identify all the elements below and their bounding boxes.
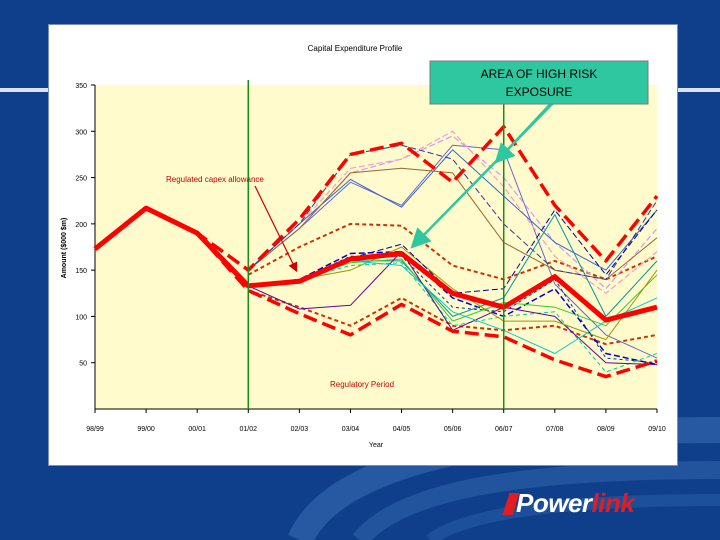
brand-part2: link [591, 488, 635, 518]
x-axis-label: Year [369, 442, 384, 449]
x-tick-label: 02/03 [291, 426, 309, 433]
y-tick-label: 250 [75, 176, 87, 183]
risk-arrow-2 [494, 97, 557, 164]
series-line-4 [247, 289, 658, 346]
regulated-arrow [254, 185, 298, 273]
regulated-capex-label: Regulated capex allowance [166, 175, 264, 184]
high-risk-label-line2: EXPOSURE [506, 85, 573, 99]
x-tick-label: 09/10 [648, 426, 666, 433]
x-tick-label: 99/00 [137, 426, 155, 433]
x-tick-label: 07/08 [546, 426, 564, 433]
y-tick-label: 350 [75, 83, 87, 90]
series-line-7 [247, 130, 658, 294]
x-tick-label: 03/04 [342, 426, 360, 433]
y-tick-label: 200 [75, 222, 87, 229]
series-line-5 [247, 144, 658, 359]
y-tick-label: 300 [75, 129, 87, 136]
y-tick-label: 100 [75, 314, 87, 321]
series-line-15 [248, 262, 658, 373]
x-tick-label: 05/06 [444, 426, 462, 433]
x-tick-label: 04/05 [393, 426, 411, 433]
x-tick-label: 00/01 [188, 426, 206, 433]
x-tick-label: 06/07 [495, 426, 513, 433]
regulatory-period-label: Regulatory Period [330, 380, 394, 389]
series-line-12 [248, 255, 658, 364]
powerlink-logo: Powerlink [516, 488, 635, 519]
high-risk-label-line1: AREA OF HIGH RISK [481, 67, 598, 81]
y-tick-label: 50 [79, 361, 87, 368]
y-axis-label: Amount ($000 $m) [61, 218, 68, 279]
series-line-8 [247, 149, 658, 271]
x-tick-label: 98/99 [86, 426, 104, 433]
high-risk-box [429, 60, 649, 105]
series-line-10 [247, 144, 658, 280]
series-line-0 [93, 205, 658, 323]
chart-title: Capital Expenditure Profile [308, 44, 403, 53]
x-tick-label: 08/09 [597, 426, 615, 433]
brand-part1: Power [516, 488, 592, 518]
x-tick-label: 01/02 [240, 426, 258, 433]
y-tick-label: 150 [75, 268, 87, 275]
plot-area [95, 85, 657, 409]
